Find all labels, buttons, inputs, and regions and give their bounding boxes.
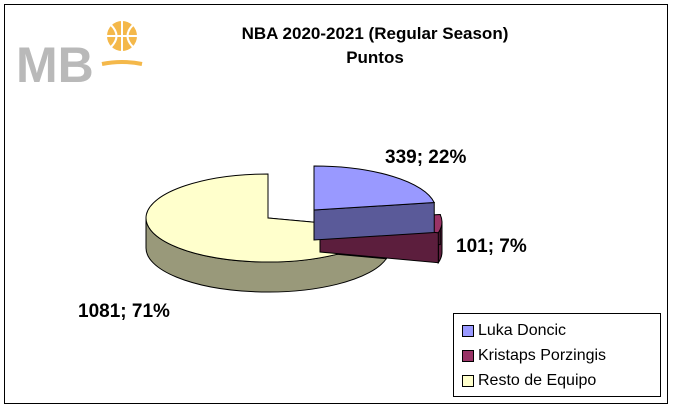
basketball-icon <box>107 21 137 51</box>
data-label-resto: 1081; 71% <box>78 301 170 322</box>
data-label-luka: 339; 22% <box>385 147 466 168</box>
legend-swatch-resto <box>462 374 474 387</box>
legend-label-luka: Luka Doncic <box>478 321 567 339</box>
logo-graphic: MB <box>16 21 143 93</box>
data-label-kristaps: 101; 7% <box>456 236 527 257</box>
legend-item-kristaps: Kristaps Porzingis <box>462 343 660 368</box>
legend-swatch-luka <box>462 324 474 337</box>
chart-subtitle: Puntos <box>346 48 404 67</box>
legend: Luka Doncic Kristaps Porzingis Resto de … <box>453 313 661 397</box>
chart-title: NBA 2020-2021 (Regular Season) <box>241 24 509 43</box>
pie-slice-top-luka <box>313 165 436 211</box>
legend-item-luka: Luka Doncic <box>462 318 660 343</box>
chart-title-block: NBA 2020-2021 (Regular Season) Puntos <box>180 22 570 70</box>
legend-swatch-kristaps <box>462 349 474 362</box>
legend-label-kristaps: Kristaps Porzingis <box>478 346 607 364</box>
legend-label-resto: Resto de Equipo <box>478 371 597 389</box>
legend-item-resto: Resto de Equipo <box>462 368 660 393</box>
mb-logo: MB <box>10 8 160 98</box>
pie-slices <box>145 165 443 293</box>
data-labels: 339; 22% 101; 7% 1081; 71% <box>78 147 527 322</box>
logo-swoosh <box>101 60 143 66</box>
logo-text: MB <box>16 37 94 93</box>
pie-slice-luka <box>313 165 436 241</box>
